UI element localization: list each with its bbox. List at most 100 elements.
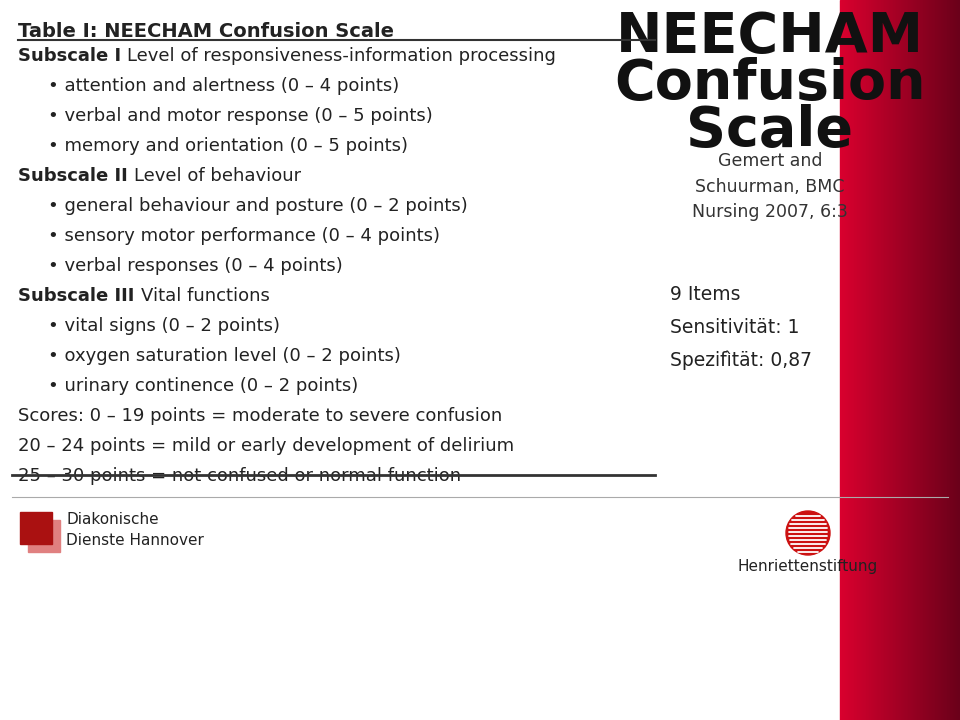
Bar (886, 0, 889, 720)
Bar (938, 0, 940, 720)
Bar (870, 0, 872, 720)
Text: • general behaviour and posture (0 – 2 points): • general behaviour and posture (0 – 2 p… (48, 197, 468, 215)
Bar (931, 0, 933, 720)
Bar (903, 0, 905, 720)
Bar (925, 0, 927, 720)
Text: Confusion: Confusion (614, 57, 925, 111)
Bar (875, 0, 876, 720)
Bar (876, 0, 878, 720)
Bar (866, 0, 868, 720)
Text: Level of behaviour: Level of behaviour (134, 167, 301, 185)
Bar (912, 0, 914, 720)
Bar (910, 0, 913, 720)
Bar (852, 0, 854, 720)
Bar (941, 0, 943, 720)
Bar (842, 0, 844, 720)
Bar (862, 0, 865, 720)
Text: • verbal responses (0 – 4 points): • verbal responses (0 – 4 points) (48, 257, 343, 275)
Bar (901, 0, 903, 720)
Text: 25 – 30 points = not confused or normal function: 25 – 30 points = not confused or normal … (18, 467, 461, 485)
Bar (893, 0, 895, 720)
Bar (915, 0, 917, 720)
Text: Subscale II: Subscale II (18, 167, 134, 185)
Text: Table I: NEECHAM Confusion Scale: Table I: NEECHAM Confusion Scale (18, 22, 394, 41)
Circle shape (786, 511, 830, 555)
Text: 20 – 24 points = mild or early development of delirium: 20 – 24 points = mild or early developme… (18, 437, 515, 455)
Bar (914, 0, 916, 720)
Bar (899, 0, 900, 720)
Bar (951, 0, 953, 720)
Bar (885, 0, 887, 720)
Bar (939, 0, 941, 720)
Bar (843, 0, 845, 720)
Text: Sensitivität: 1: Sensitivität: 1 (670, 318, 800, 337)
Bar (855, 0, 857, 720)
Text: 9 Items: 9 Items (670, 285, 740, 304)
Bar (928, 0, 930, 720)
Bar (851, 0, 852, 720)
Bar (20, 512, 52, 544)
Bar (856, 0, 858, 720)
Bar (947, 0, 948, 720)
Bar (879, 0, 881, 720)
Text: • oxygen saturation level (0 – 2 points): • oxygen saturation level (0 – 2 points) (48, 347, 401, 365)
Text: Spezifìtät: 0,87: Spezifìtät: 0,87 (670, 351, 812, 371)
Bar (845, 0, 847, 720)
Bar (894, 0, 896, 720)
Bar (944, 0, 946, 720)
Text: • vital signs (0 – 2 points): • vital signs (0 – 2 points) (48, 317, 280, 335)
Bar (846, 0, 848, 720)
Text: Vital functions: Vital functions (140, 287, 270, 305)
Text: Henriettenstiftung: Henriettenstiftung (738, 559, 878, 574)
Bar (853, 0, 855, 720)
Bar (904, 0, 906, 720)
Text: Subscale III: Subscale III (18, 287, 140, 305)
Bar (877, 0, 879, 720)
Bar (920, 0, 922, 720)
Text: Level of responsiveness-information processing: Level of responsiveness-information proc… (128, 47, 556, 65)
Bar (872, 0, 874, 720)
Bar (954, 0, 956, 720)
Bar (840, 0, 842, 720)
Text: Subscale I: Subscale I (18, 47, 128, 65)
Text: NEECHAM: NEECHAM (616, 10, 924, 64)
Text: Scale: Scale (686, 104, 853, 158)
Bar (869, 0, 871, 720)
Bar (909, 0, 911, 720)
Bar (849, 0, 851, 720)
Bar (900, 0, 902, 720)
Bar (864, 0, 866, 720)
Text: Gemert and
Schuurman, BMC
Nursing 2007, 6:3: Gemert and Schuurman, BMC Nursing 2007, … (692, 152, 848, 222)
Bar (949, 0, 951, 720)
Bar (883, 0, 885, 720)
Bar (28, 520, 60, 552)
Text: • urinary continence (0 – 2 points): • urinary continence (0 – 2 points) (48, 377, 358, 395)
Bar (848, 0, 850, 720)
Bar (882, 0, 884, 720)
Bar (888, 0, 890, 720)
Bar (930, 0, 932, 720)
Bar (873, 0, 875, 720)
Text: • attention and alertness (0 – 4 points): • attention and alertness (0 – 4 points) (48, 77, 399, 95)
Bar (917, 0, 919, 720)
Bar (952, 0, 954, 720)
Text: • verbal and motor response (0 – 5 points): • verbal and motor response (0 – 5 point… (48, 107, 433, 125)
Bar (896, 0, 898, 720)
Text: Diakonische
Dienste Hannover: Diakonische Dienste Hannover (66, 512, 204, 548)
Bar (942, 0, 944, 720)
Bar (948, 0, 950, 720)
Bar (890, 0, 892, 720)
Bar (861, 0, 863, 720)
Bar (859, 0, 861, 720)
Bar (955, 0, 957, 720)
Bar (918, 0, 920, 720)
Bar (923, 0, 924, 720)
Bar (907, 0, 909, 720)
Bar (858, 0, 860, 720)
Bar (880, 0, 882, 720)
Bar (867, 0, 869, 720)
Bar (936, 0, 938, 720)
Bar (897, 0, 899, 720)
Bar (927, 0, 929, 720)
Bar (957, 0, 959, 720)
